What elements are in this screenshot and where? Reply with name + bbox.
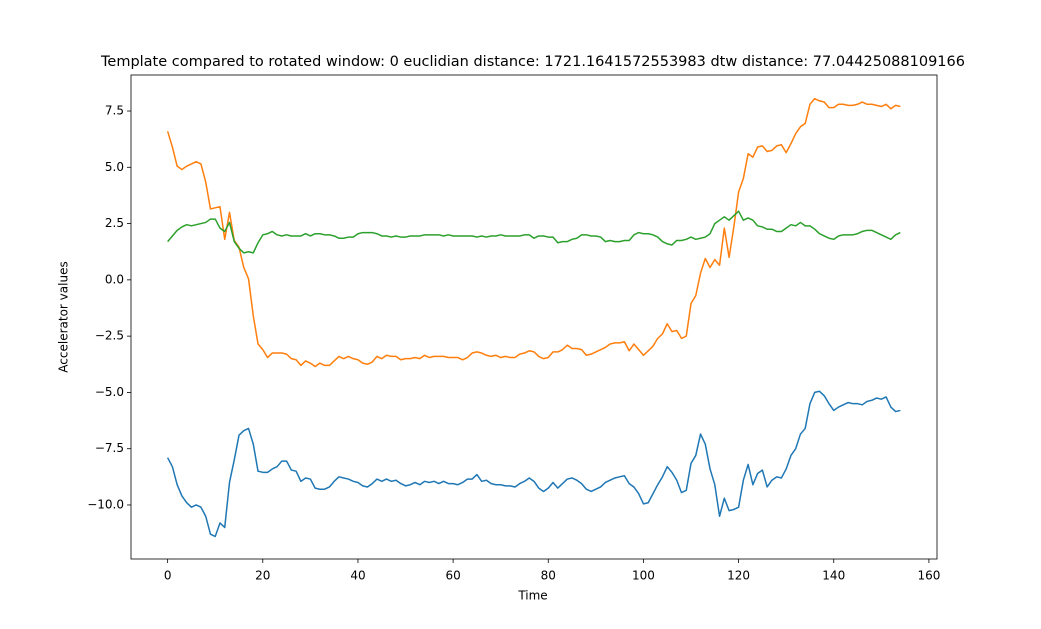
x-tick-label: 100 (632, 569, 655, 583)
chart-title: Template compared to rotated window: 0 e… (100, 54, 965, 70)
x-tick-label: 140 (822, 569, 845, 583)
series-line (166, 390, 901, 538)
plot-frame (130, 74, 938, 560)
x-tick-label: 120 (727, 569, 750, 583)
x-axis-label: Time (517, 589, 547, 603)
y-tick-label: 7.5 (105, 104, 124, 118)
y-axis-label: Accelerator values (57, 261, 71, 372)
y-tick-label: −10.0 (87, 497, 124, 511)
x-tick-label: 80 (541, 569, 556, 583)
y-tick-label: 5.0 (105, 160, 124, 174)
y-tick-label: −2.5 (95, 329, 124, 343)
x-tick-label: 0 (164, 569, 172, 583)
series-line (167, 210, 901, 254)
y-tick-label: −7.5 (95, 441, 124, 455)
y-tick-label: 2.5 (105, 216, 124, 230)
series-line (166, 97, 901, 368)
x-tick-label: 20 (255, 569, 270, 583)
x-tick-label: 60 (445, 569, 460, 583)
x-tick-label: 160 (917, 569, 940, 583)
y-tick-label: 0.0 (105, 272, 124, 286)
y-tick-label: −5.0 (95, 385, 124, 399)
x-tick-label: 40 (350, 569, 365, 583)
